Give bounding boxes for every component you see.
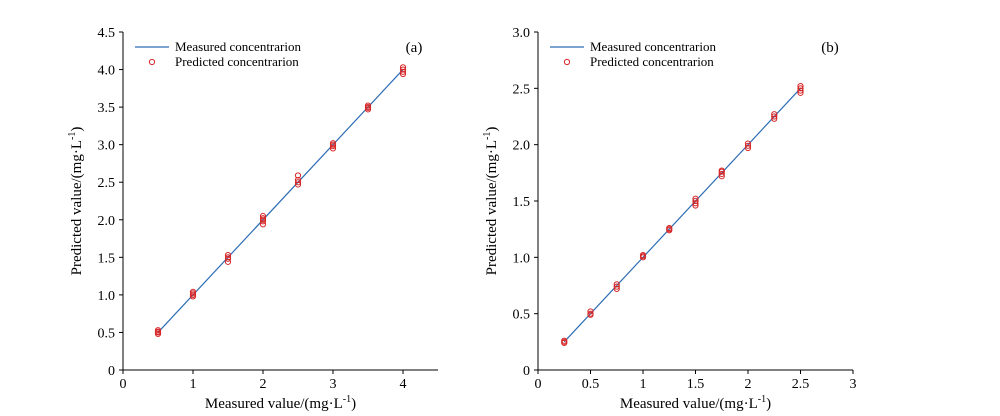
x-tick-label: 2.5: [792, 377, 810, 392]
data-point: [399, 64, 407, 71]
fit-line: [563, 87, 801, 343]
data-point: [294, 179, 302, 186]
data-point: [399, 66, 407, 73]
chart-panel-b: 0 0.5 1.0 1.5 2.0 2.5 3.0 0 0.5 1 1.5 2 2.5 3 Measured…: [482, 26, 857, 412]
y-tick-label: 0: [108, 364, 115, 379]
data-point: [259, 221, 267, 228]
y-axis-title: Predicted value/(mg·L-1): [482, 127, 500, 276]
data-point: [613, 283, 620, 290]
data-point: [639, 251, 647, 259]
x-tick-label: 2: [260, 377, 267, 392]
y-tick-label: 1.0: [98, 289, 116, 304]
y-tick-label: 0.5: [98, 326, 116, 341]
data-point: [771, 115, 778, 122]
y-tick-label: 1.0: [513, 251, 531, 266]
panel-label: (b): [821, 40, 839, 56]
x-tick-label: 0: [120, 377, 127, 392]
y-tick-label: 0: [523, 364, 530, 379]
x-axis-title: Measured value/(mg·L-1): [205, 394, 356, 412]
data-point: [294, 181, 302, 188]
data-point: [692, 202, 699, 209]
legend-label-measured: Measured concentrarion: [590, 39, 716, 54]
data-point: [294, 176, 302, 184]
data-point: [692, 197, 699, 205]
y-tick-label: 2.0: [513, 139, 531, 154]
x-tick-label: 2: [745, 377, 752, 392]
data-point: [771, 111, 778, 118]
y-tick-label: 0.5: [513, 308, 531, 323]
data-point: [718, 167, 725, 174]
y-tick-label: 2.5: [98, 176, 116, 191]
data-point: [744, 144, 752, 152]
x-tick-label: 1: [640, 377, 647, 392]
data-point: [224, 251, 232, 259]
data-point: [329, 140, 337, 147]
y-tick-label: 3.0: [98, 139, 116, 154]
legend-marker-swatch: [563, 58, 571, 66]
data-point: [744, 140, 752, 147]
data-point: [587, 310, 594, 317]
y-tick-label: 4.0: [98, 64, 116, 79]
data-point: [718, 170, 725, 178]
data-point: [744, 142, 752, 149]
data-point: [692, 195, 699, 202]
legend-marker-swatch: [148, 58, 156, 66]
data-point: [364, 102, 372, 109]
legend-label-measured: Measured concentrarion: [175, 39, 301, 54]
data-point: [587, 308, 594, 315]
data-point: [666, 224, 673, 232]
y-tick-label: 2.5: [513, 82, 531, 97]
y-tick-label: 3.5: [98, 101, 116, 116]
data-point: [399, 70, 407, 78]
data-point: [771, 113, 778, 120]
data-point: [797, 87, 804, 94]
fit-line: [157, 69, 404, 333]
legend-label-predicted: Predicted concentrarion: [175, 54, 299, 69]
legend-label-predicted: Predicted concentrarion: [590, 54, 714, 69]
y-axis-title: Predicted value/(mg·L-1): [67, 127, 85, 276]
x-tick-label: 0.5: [582, 377, 600, 392]
x-tick-label: 0: [535, 377, 542, 392]
x-tick-label: 3: [330, 377, 337, 392]
x-tick-label: 1: [190, 377, 197, 392]
data-point: [224, 254, 232, 261]
y-tick-label: 4.5: [98, 26, 116, 41]
chart-panel-a: 0 0.5 1.0 1.5 2.0 2.5 3.0 3.5 4.0 4.5 0 1 2 3 4 Measure…: [67, 26, 438, 412]
data-point: [797, 89, 804, 96]
y-tick-label: 2.0: [98, 214, 116, 229]
x-tick-label: 4: [400, 377, 407, 392]
data-point: [294, 172, 302, 179]
x-tick-label: 3: [850, 377, 857, 392]
data-point: [797, 82, 804, 90]
data-point: [613, 281, 620, 288]
data-point: [561, 337, 568, 344]
data-point: [189, 288, 197, 295]
data-point: [154, 327, 162, 334]
data-point: [613, 285, 620, 292]
data-point: [259, 215, 267, 222]
y-tick-label: 3.0: [513, 26, 531, 41]
data-point: [399, 68, 407, 75]
y-tick-label: 1.5: [98, 251, 116, 266]
panel-label: (a): [406, 40, 423, 56]
data-point: [797, 85, 804, 92]
data-point: [692, 200, 699, 207]
x-tick-label: 1.5: [687, 377, 705, 392]
data-point: [224, 258, 232, 265]
x-axis-title: Measured value/(mg·L-1): [620, 394, 771, 412]
data-point: [259, 212, 267, 220]
y-tick-label: 1.5: [513, 195, 531, 210]
